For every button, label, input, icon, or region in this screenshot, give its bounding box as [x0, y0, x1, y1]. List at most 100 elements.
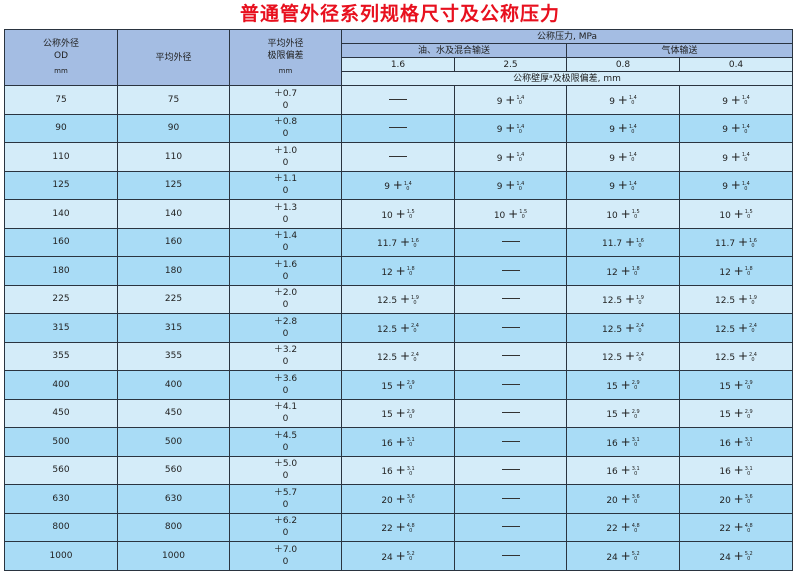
cell-wall-0.4: 24 +5.2 0 — [678, 541, 794, 571]
wall-deviation: 1.4 0 — [516, 180, 525, 192]
deviation-lower: 0 — [631, 157, 635, 164]
cell-od: 500 — [4, 427, 118, 457]
deviation-lower: 0 — [631, 185, 635, 192]
cell-od: 160 — [4, 227, 118, 257]
deviation-upper: 3.1 — [744, 437, 753, 444]
tolerance-lower: 0 — [282, 385, 289, 396]
plus-sign: + — [505, 92, 516, 107]
tolerance-upper: ＋0.8 — [273, 117, 298, 128]
wall-thickness: 9 — [496, 182, 506, 193]
cell-wall-0.4: 12 +1.8 0 — [678, 256, 794, 286]
cell-od: 180 — [4, 256, 118, 286]
deviation-lower: 0 — [638, 356, 642, 363]
tolerance-upper: ＋7.0 — [273, 544, 298, 555]
deviation-upper: 1.4 — [516, 95, 525, 102]
plus-sign: + — [624, 320, 635, 335]
cell-wall-0.4: 12.5 +1.9 0 — [678, 284, 794, 314]
plus-sign: + — [395, 377, 406, 392]
deviation-upper: 2.4 — [411, 323, 419, 330]
deviation-upper: 2.9 — [744, 408, 753, 415]
dash — [501, 383, 520, 385]
wall-thickness: 9 — [384, 182, 393, 193]
dash — [501, 241, 520, 243]
mean-od-value: 1000 — [162, 550, 185, 561]
cell-tolerance: ＋3.6 0 — [229, 370, 342, 400]
wall-deviation: 1.8 0 — [745, 267, 753, 277]
deviation-upper: 2.4 — [636, 323, 644, 330]
wall-thickness: 16 — [719, 467, 734, 478]
cell-wall-1.6: 12 +1.8 0 — [341, 256, 455, 286]
od-value: 140 — [52, 208, 70, 219]
wall-deviation: 1.4 0 — [516, 153, 524, 163]
deviation-lower: 0 — [747, 556, 751, 563]
wall-deviation: 1.8 0 — [632, 267, 640, 277]
header-p-1-6: 1.6 — [341, 57, 455, 72]
deviation-upper: 1.4 — [741, 180, 750, 187]
deviation-upper: 1.4 — [628, 123, 637, 130]
deviation-lower: 0 — [747, 413, 751, 420]
cell-od: 110 — [4, 142, 118, 172]
deviation-lower: 0 — [747, 214, 751, 221]
deviation-lower: 0 — [744, 128, 748, 135]
deviation-lower: 0 — [747, 385, 751, 392]
wall-thickness: 15 — [719, 381, 734, 392]
deviation-upper: 1.4 — [516, 180, 525, 187]
wall-deviation: 2.4 0 — [636, 324, 644, 334]
wall-thickness: 20 — [381, 495, 396, 506]
od-value: 90 — [55, 123, 67, 134]
wall-thickness: 16 — [381, 438, 396, 449]
wall-deviation: 1.4 0 — [742, 124, 750, 135]
tolerance-upper: ＋2.0 — [273, 288, 298, 299]
plus-sign: + — [395, 406, 406, 421]
wall-deviation: 1.4 0 — [516, 124, 524, 135]
cell-mean-od: 90 — [117, 113, 230, 143]
wall-thickness: 12 — [381, 267, 396, 278]
plus-sign: + — [620, 463, 631, 478]
wall-thickness: 10 — [493, 210, 509, 221]
deviation-lower: 0 — [413, 242, 417, 249]
deviation-lower: 0 — [409, 271, 413, 278]
wall-deviation: 5.2 0 — [407, 552, 415, 562]
deviation-lower: 0 — [409, 413, 413, 420]
cell-mean-od: 560 — [117, 455, 230, 485]
deviation-lower: 0 — [634, 527, 638, 534]
table-row: 630 630 ＋5.7 0 20 +3.6 0 20 +3.6 0 20 +3.6 0 — [4, 484, 794, 514]
cell-wall-2.5: 9 +1.4 0 — [454, 170, 567, 200]
deviation-lower: 0 — [638, 242, 642, 249]
wall-deviation: 1.4 0 — [742, 153, 750, 163]
cell-wall-0.4: 16 +3.1 0 — [678, 427, 794, 457]
cell-mean-od: 315 — [117, 313, 230, 343]
wall-thickness: 12.5 — [602, 296, 625, 307]
table-row: 225 225 ＋2.0 0 12.5 +1.9 0 12.5 +1.9 0 12.5 +1.9… — [4, 284, 794, 314]
deviation-lower: 0 — [521, 214, 525, 221]
cell-wall-2.5: 10 +1.5 0 — [454, 199, 567, 229]
table-row: 450 450 ＋4.1 0 15 +2.9 0 15 +2.9 0 15 +2.9 0 — [4, 398, 794, 428]
cell-mean-od: 110 — [117, 142, 230, 172]
tolerance-lower: 0 — [282, 186, 289, 197]
cell-wall-0.8: 9 +1.4 0 — [566, 113, 680, 143]
deviation-upper: 2.4 — [411, 351, 419, 358]
table-row: 90 90 ＋0.8 0 9 +1.4 0 9 +1.4 0 9 +1.4 0 — [4, 113, 794, 143]
cell-wall-1.6 — [341, 113, 455, 143]
plus-sign: + — [395, 548, 406, 563]
deviation-lower: 0 — [744, 157, 748, 164]
plus-sign: + — [617, 178, 628, 193]
dash — [389, 98, 407, 100]
plus-sign: + — [733, 463, 744, 478]
deviation-upper: 3.1 — [406, 465, 415, 472]
cell-wall-0.4: 16 +3.1 0 — [678, 455, 794, 485]
wall-thickness: 16 — [606, 467, 621, 478]
wall-deviation: 3.6 0 — [407, 495, 415, 505]
tolerance-lower: 0 — [282, 100, 289, 111]
wall-deviation: 1.6 0 — [636, 238, 644, 249]
wall-deviation: 2.9 0 — [632, 381, 640, 391]
wall-deviation: 2.9 0 — [407, 409, 415, 420]
wall-deviation: 3.1 0 — [632, 438, 640, 448]
wall-deviation: 2.9 0 — [745, 381, 753, 391]
header-od: 公称外径 OD mm — [4, 29, 118, 86]
deviation-upper: 1.4 — [628, 180, 637, 187]
deviation-lower: 0 — [413, 356, 417, 363]
cell-wall-2.5 — [454, 313, 567, 343]
wall-thickness: 24 — [381, 552, 396, 563]
table-row: 160 160 ＋1.4 0 11.7 +1.6 0 11.7 +1.6 0 11.7 +1.6… — [4, 227, 794, 257]
